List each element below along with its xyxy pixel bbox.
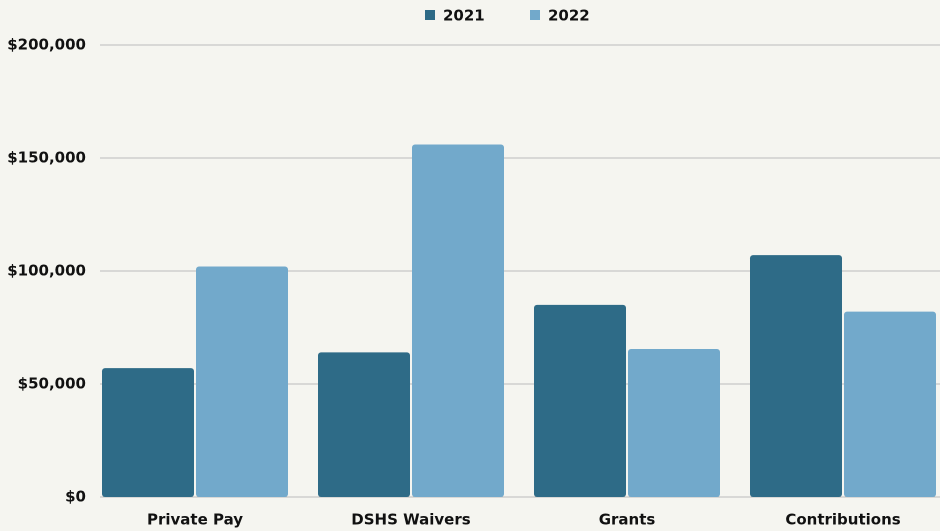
bar [844,311,936,497]
y-tick-label: $50,000 [18,375,86,393]
y-tick-label: $100,000 [7,262,86,280]
x-tick-label: Private Pay [147,511,243,529]
bar [628,348,720,497]
x-tick-label: Contributions [785,511,900,529]
y-tick-label: $150,000 [7,149,86,167]
legend-label: 2022 [548,7,590,25]
bar [318,352,410,497]
x-tick-label: Grants [599,511,656,529]
bar [102,368,194,497]
x-tick-label: DSHS Waivers [351,511,470,529]
legend-label: 2021 [443,7,485,25]
bar [196,266,288,497]
bar [750,255,842,497]
bar [412,144,504,497]
bar [534,304,626,497]
y-tick-label: $0 [65,488,86,506]
legend-swatch [425,10,435,20]
legend-swatch [530,10,540,20]
y-tick-label: $200,000 [7,36,86,54]
